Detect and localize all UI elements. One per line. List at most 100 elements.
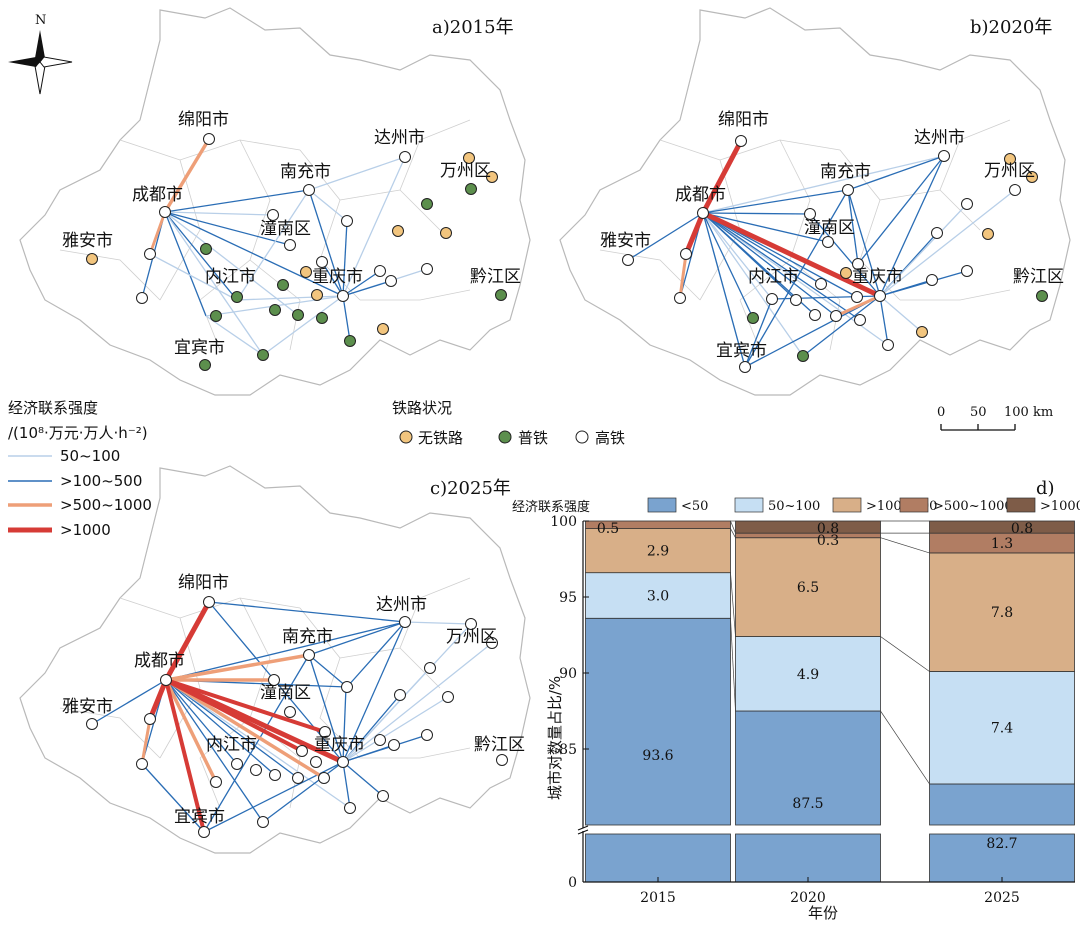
- stations-2025: [86, 596, 508, 838]
- station-hsr: [399, 616, 411, 628]
- bar-data-label: 0.5: [597, 521, 619, 537]
- legend-label: <50: [681, 499, 708, 514]
- link: [702, 212, 773, 300]
- city-label-dazhou: 达州市: [374, 128, 425, 148]
- station-none: [916, 326, 928, 338]
- legend-swatch: [647, 497, 677, 513]
- link: [164, 679, 218, 783]
- link: [857, 155, 945, 265]
- station-normal: [747, 312, 759, 324]
- link: [847, 189, 881, 297]
- link: [308, 654, 348, 688]
- legend-title: 经济联系强度: [8, 399, 98, 417]
- link: [164, 211, 299, 316]
- bar-segment: [735, 636, 881, 712]
- link: [342, 621, 406, 763]
- north-label: N: [35, 13, 46, 28]
- link: [208, 601, 406, 623]
- link: [702, 155, 945, 214]
- internal-boundaries: [59, 577, 471, 809]
- stacked-bar-chart: d) 经济联系强度 <5050~100>100~500>500~1000>100…: [512, 478, 1080, 922]
- link: [164, 189, 310, 213]
- station-hsr: [160, 674, 172, 686]
- link: [879, 189, 1016, 297]
- station-normal: [421, 198, 433, 210]
- bar-segment: [929, 671, 1075, 785]
- link: [342, 280, 392, 297]
- station-hsr: [931, 227, 943, 239]
- link: [148, 211, 167, 255]
- bar-segment: [735, 833, 881, 883]
- connector-line: [880, 636, 930, 672]
- station-hsr: [424, 662, 436, 674]
- link: [879, 295, 889, 346]
- station-hsr: [421, 263, 433, 275]
- axis-break-mark: [577, 829, 589, 835]
- station-hsr: [399, 151, 411, 163]
- scale-label-100: 100 km: [1004, 405, 1053, 420]
- station-hsr: [284, 706, 296, 718]
- city-label-yibin: 宜宾市: [174, 338, 225, 358]
- station-hsr: [136, 758, 148, 770]
- city-label-yibin: 宜宾市: [174, 807, 225, 827]
- station-hsr: [874, 290, 886, 302]
- station-hsr: [739, 361, 751, 373]
- city-label-wanzhou: 万州区: [440, 161, 491, 181]
- station-hsr: [292, 772, 304, 784]
- station-hsr: [674, 292, 686, 304]
- link: [744, 298, 773, 368]
- city-label-dazhou: 达州市: [376, 595, 427, 615]
- link: [346, 621, 406, 688]
- station-hsr: [203, 596, 215, 608]
- compass-north: [35, 30, 45, 62]
- x-tick-label: 2020: [790, 890, 826, 906]
- x-tick-label: 2015: [640, 890, 676, 906]
- link: [342, 734, 428, 763]
- link: [835, 294, 881, 318]
- map-panel-2020: 绵阳市 达州市 南充市 万州区 成都市 潼南区 雅安市 内江市 重庆市 黔江区 …: [559, 7, 1071, 396]
- station-hsr: [303, 649, 315, 661]
- station-hsr: [374, 265, 386, 277]
- region-boundary: [19, 7, 531, 396]
- city-label-wanzhou: 万州区: [984, 161, 1035, 181]
- bar-data-label: 93.6: [642, 748, 673, 764]
- connector-line: [730, 572, 736, 637]
- station-hsr: [697, 207, 709, 219]
- station-normal: [1036, 290, 1048, 302]
- link: [342, 220, 348, 297]
- legend-label-none: 无铁路: [418, 429, 463, 447]
- link: [164, 211, 274, 216]
- bar-data-label: 2.9: [647, 544, 669, 560]
- bar-data-label: 0.8: [1011, 521, 1033, 537]
- station-hsr: [882, 339, 894, 351]
- station-hsr: [268, 674, 280, 686]
- bar-data-label: 1.3: [991, 536, 1013, 552]
- link: [678, 253, 688, 299]
- station-hsr: [86, 718, 98, 730]
- station-normal: [200, 243, 212, 255]
- link: [702, 212, 804, 357]
- station-hsr: [203, 133, 215, 145]
- link: [262, 761, 344, 823]
- link: [308, 654, 344, 763]
- station-hsr: [310, 756, 322, 768]
- station-none: [840, 267, 852, 279]
- map-panel-2015: 绵阳市 达州市 南充市 万州区 成都市 潼南区 雅安市 内江市 重庆市 黔江区 …: [19, 7, 531, 396]
- link: [404, 621, 472, 625]
- link: [308, 621, 406, 656]
- station-hsr: [136, 292, 148, 304]
- city-label-mianyang: 绵阳市: [718, 110, 769, 130]
- city-label-neijiang: 内江市: [205, 267, 256, 287]
- station-hsr: [269, 769, 281, 781]
- panel-title-2025: c)2025年: [430, 478, 511, 499]
- city-label-nanchong: 南充市: [282, 627, 333, 647]
- city-label-mianyang: 绵阳市: [178, 573, 229, 593]
- link: [702, 212, 811, 215]
- station-normal: [344, 335, 356, 347]
- city-label-qianjiang: 黔江区: [1013, 267, 1064, 287]
- compass-west: [8, 57, 40, 67]
- region-boundary: [19, 465, 531, 854]
- station-none: [311, 289, 323, 301]
- station-hsr: [926, 274, 938, 286]
- station-hsr: [250, 764, 262, 776]
